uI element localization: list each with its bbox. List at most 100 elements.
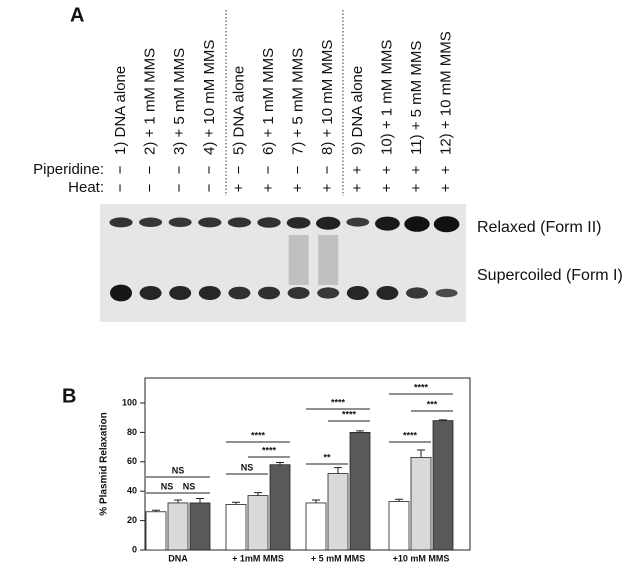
error-bar	[439, 419, 447, 421]
gel-band	[110, 284, 132, 302]
row-label: Piperidine:	[33, 161, 104, 178]
x-tick-label: DNA	[168, 553, 188, 563]
piperidine-sign: +	[408, 165, 425, 174]
sig-label: ***	[427, 399, 438, 409]
bar	[349, 431, 371, 551]
heat-sign: +	[349, 183, 366, 192]
heat-sign: −	[112, 183, 129, 192]
gel-band	[109, 217, 133, 228]
error-bar	[395, 498, 403, 502]
sig-label: ****	[262, 445, 277, 455]
bar	[189, 502, 211, 551]
panel-label: B	[62, 385, 76, 407]
error-bar	[417, 449, 425, 458]
error-bar	[174, 499, 182, 503]
sig-label: NS	[172, 465, 185, 475]
y-tick-label: 20	[127, 515, 137, 525]
bar	[327, 473, 349, 551]
bar	[410, 456, 432, 551]
bar	[305, 502, 327, 551]
gel-band	[257, 217, 281, 228]
error-bar	[334, 467, 342, 474]
bar	[167, 502, 189, 551]
gel-band	[169, 286, 192, 300]
sig-label: NS	[183, 481, 196, 491]
heat-sign: −	[171, 183, 188, 192]
bar	[145, 511, 167, 551]
lane-label: 9) DNA alone	[349, 66, 366, 155]
gel-band	[168, 217, 192, 227]
y-axis-label: % Plasmid Relaxation	[99, 412, 110, 515]
y-tick-label: 80	[127, 427, 137, 437]
piperidine-sign: −	[171, 165, 188, 174]
piperidine-sign: +	[438, 165, 455, 174]
row-label: Heat:	[68, 179, 104, 196]
gel-band	[286, 217, 311, 229]
sig-label: ****	[403, 430, 418, 440]
sig-label: NS	[161, 481, 174, 491]
y-tick-label: 100	[122, 397, 137, 407]
error-bar	[356, 430, 364, 433]
lane-label: 8) + 10 mM MMS	[319, 40, 336, 155]
error-bar	[196, 498, 204, 503]
gel-band	[228, 286, 251, 300]
gel-band	[198, 286, 221, 300]
error-bar	[232, 501, 240, 505]
piperidine-sign: +	[378, 165, 395, 174]
gel-band	[139, 217, 163, 227]
bar	[432, 420, 454, 551]
x-tick-label: +10 mM MMS	[393, 553, 450, 563]
gel-band	[317, 287, 340, 299]
y-tick-label: 0	[132, 544, 137, 554]
error-bar	[312, 499, 320, 503]
bar	[388, 501, 410, 551]
lane-label: 7) + 5 mM MMS	[290, 48, 307, 155]
heat-sign: −	[201, 183, 218, 192]
gel-smear	[288, 235, 309, 285]
heat-sign: +	[260, 183, 277, 192]
gel-band	[375, 216, 400, 231]
gel-band	[346, 217, 370, 227]
x-tick-label: + 1mM MMS	[232, 553, 284, 563]
lane-label: 3) + 5 mM MMS	[171, 48, 188, 155]
piperidine-sign: +	[349, 165, 366, 174]
piperidine-sign: −	[290, 165, 307, 174]
lane-label: 11) + 5 mM MMS	[408, 41, 425, 155]
heat-sign: +	[378, 183, 395, 192]
sig-label: ****	[414, 382, 429, 392]
gel-band	[258, 286, 280, 300]
heat-sign: +	[230, 183, 247, 192]
heat-sign: +	[408, 183, 425, 192]
error-bar	[152, 509, 160, 512]
x-tick-label: + 5 mM MMS	[311, 553, 365, 563]
sig-label: ****	[342, 409, 357, 419]
gel-band	[376, 286, 399, 300]
lane-label: 4) + 10 mM MMS	[201, 40, 218, 155]
gel-band	[406, 287, 428, 299]
heat-sign: +	[319, 183, 336, 192]
lane-label: 6) + 1 mM MMS	[260, 48, 277, 155]
heat-sign: +	[438, 183, 455, 192]
gel-band	[287, 287, 310, 299]
piperidine-sign: −	[142, 165, 159, 174]
lane-label: 10) + 1 mM MMS	[378, 40, 395, 155]
gel-band	[227, 217, 251, 228]
heat-sign: −	[142, 183, 159, 192]
piperidine-sign: −	[230, 165, 247, 174]
y-tick-label: 60	[127, 456, 137, 466]
bar	[247, 495, 269, 551]
gel-band	[435, 288, 458, 298]
lane-label: 2) + 1 mM MMS	[142, 48, 159, 155]
gel-band	[198, 217, 222, 228]
piperidine-sign: −	[260, 165, 277, 174]
panel-label: A	[70, 4, 84, 26]
gel-band	[404, 216, 430, 232]
error-bar	[254, 492, 262, 496]
lane-label: 1) DNA alone	[112, 66, 129, 155]
sig-label: ****	[331, 397, 346, 407]
piperidine-sign: −	[112, 165, 129, 174]
bar	[225, 504, 247, 551]
gel-smear	[318, 235, 339, 285]
sig-label: NS	[241, 462, 254, 472]
lane-label: 12) + 10 mM MMS	[438, 31, 455, 155]
